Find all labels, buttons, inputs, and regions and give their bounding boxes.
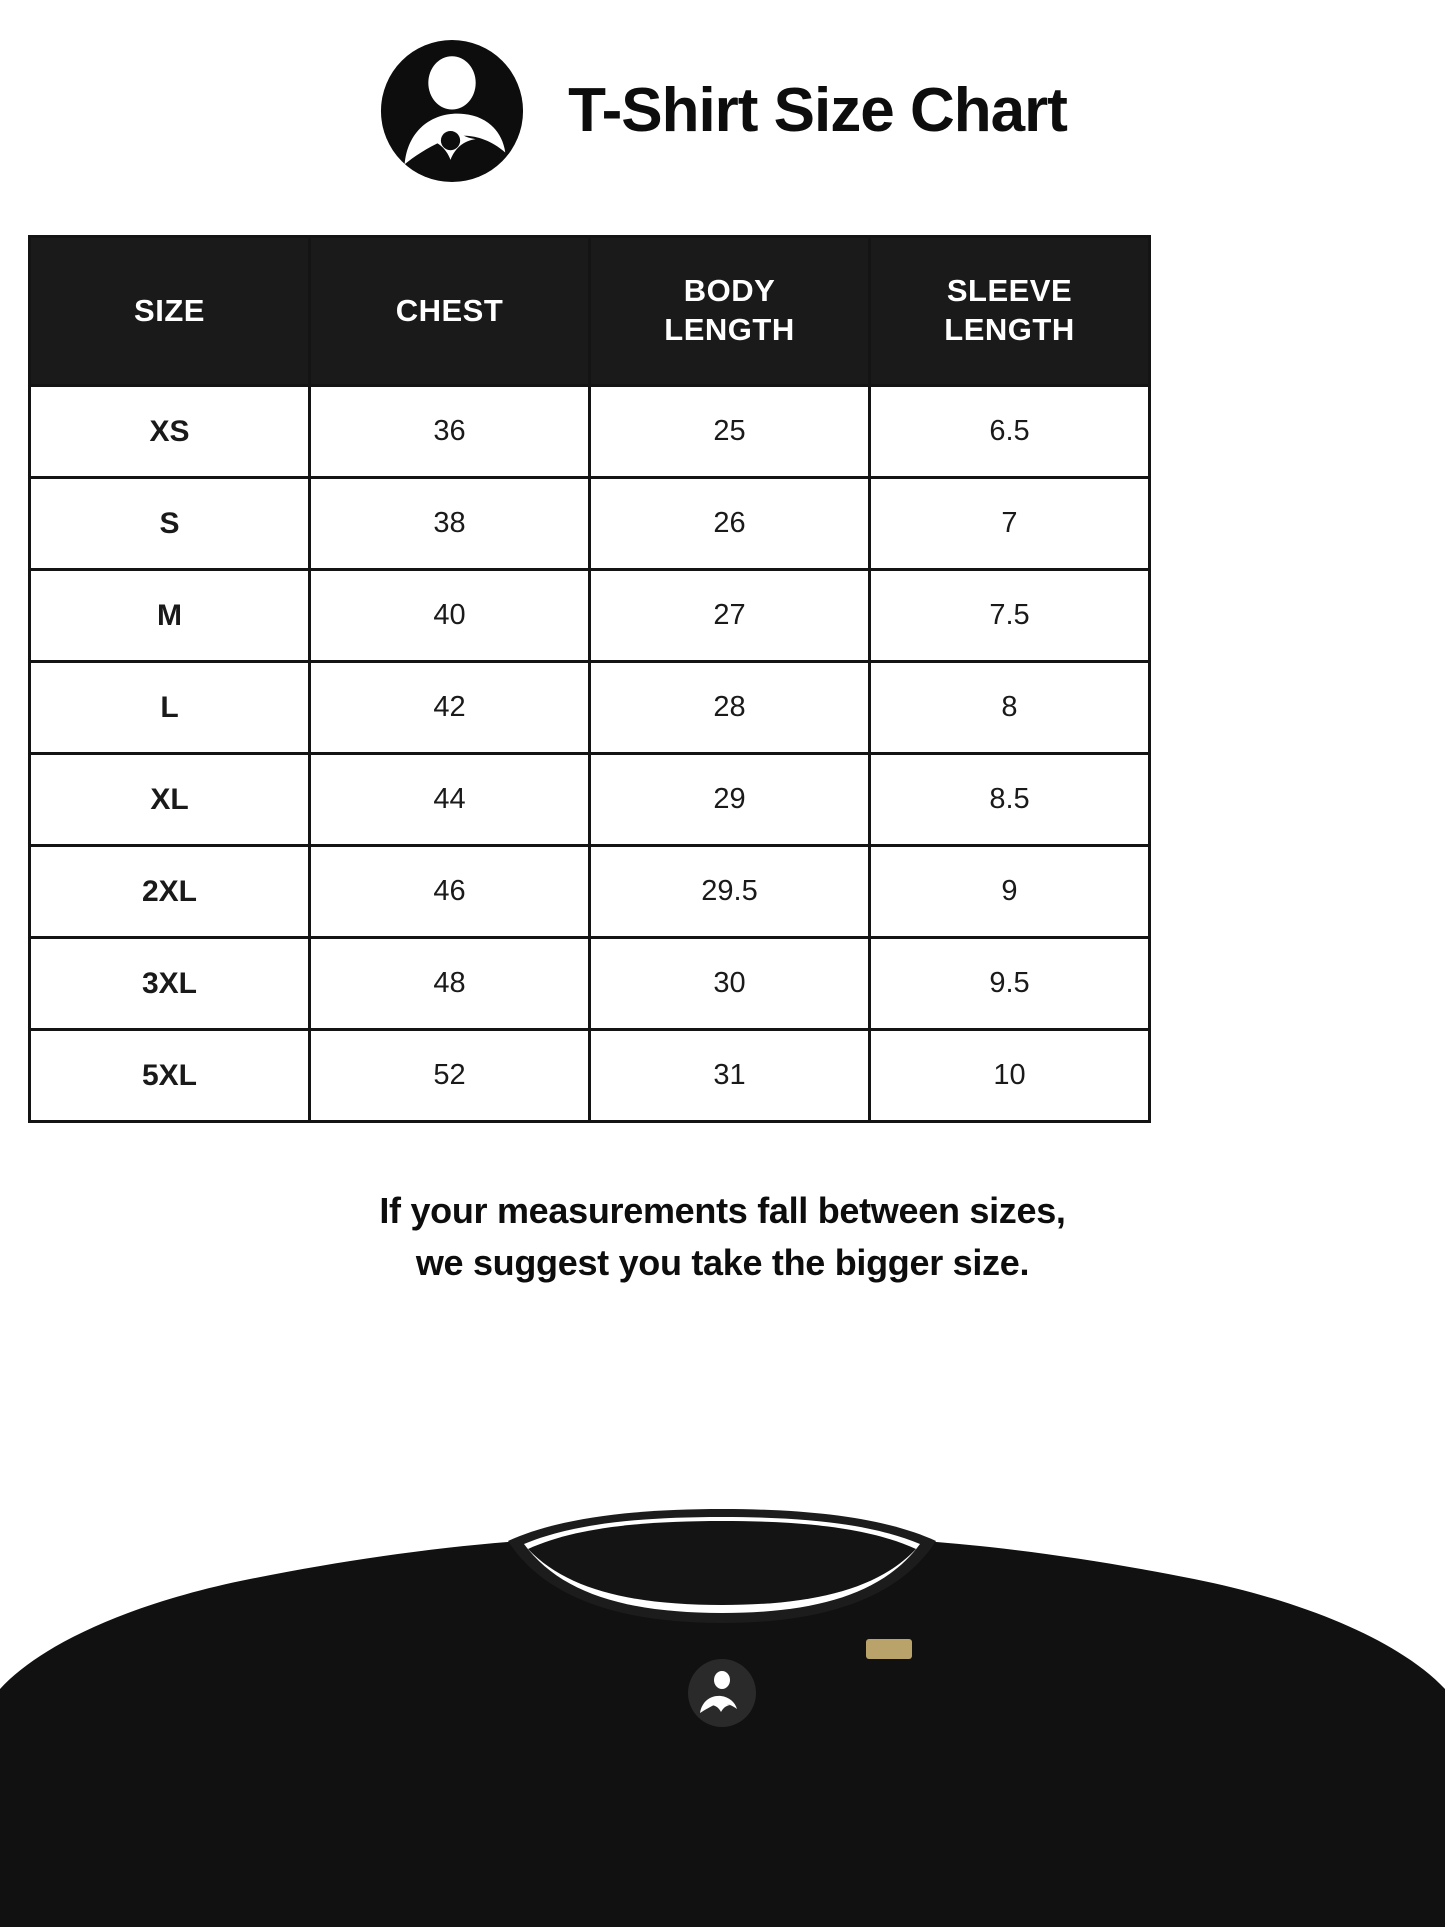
cell-chest: 52 xyxy=(308,1028,591,1123)
size-chart-table-container: SIZE CHEST BODY LENGTH SLEEVE LENGTH XS … xyxy=(28,235,1151,1123)
table-row: L 42 28 8 xyxy=(28,660,1151,755)
cell-sleeve-length: 7.5 xyxy=(868,568,1151,663)
column-header-sleeve-length-line2: LENGTH xyxy=(944,312,1075,347)
table-header-row: SIZE CHEST BODY LENGTH SLEEVE LENGTH xyxy=(28,235,1151,387)
brand-label-tag xyxy=(866,1639,912,1659)
cell-size: 2XL xyxy=(28,844,311,939)
table-row: M 40 27 7.5 xyxy=(28,568,1151,663)
cell-body-length: 29.5 xyxy=(588,844,871,939)
cell-sleeve-length: 8.5 xyxy=(868,752,1151,847)
cell-sleeve-length: 10 xyxy=(868,1028,1151,1123)
cell-chest: 42 xyxy=(308,660,591,755)
cell-body-length: 26 xyxy=(588,476,871,571)
cell-chest: 38 xyxy=(308,476,591,571)
cell-size: XS xyxy=(28,384,311,479)
cell-sleeve-length: 8 xyxy=(868,660,1151,755)
cell-body-length: 30 xyxy=(588,936,871,1031)
table-body: XS 36 25 6.5 S 38 26 7 M 40 27 7.5 L 42 … xyxy=(28,384,1151,1123)
cell-sleeve-length: 9 xyxy=(868,844,1151,939)
column-header-sleeve-length: SLEEVE LENGTH xyxy=(868,235,1151,387)
cell-chest: 40 xyxy=(308,568,591,663)
cell-chest: 48 xyxy=(308,936,591,1031)
table-row: 5XL 52 31 10 xyxy=(28,1028,1151,1123)
page-header: T-Shirt Size Chart xyxy=(0,0,1445,183)
column-header-size: SIZE xyxy=(28,235,311,387)
table-row: 2XL 46 29.5 9 xyxy=(28,844,1151,939)
column-header-body-length-line2: LENGTH xyxy=(664,312,795,347)
cell-body-length: 29 xyxy=(588,752,871,847)
column-header-chest: CHEST xyxy=(308,235,591,387)
sizing-note-line-1: If your measurements fall between sizes, xyxy=(379,1190,1066,1231)
cell-chest: 36 xyxy=(308,384,591,479)
shirt-badge-icon xyxy=(688,1659,756,1727)
cell-size: XL xyxy=(28,752,311,847)
column-header-chest-line1: CHEST xyxy=(395,292,504,328)
cell-body-length: 28 xyxy=(588,660,871,755)
table-row: 3XL 48 30 9.5 xyxy=(28,936,1151,1031)
cell-chest: 46 xyxy=(308,844,591,939)
cell-sleeve-length: 9.5 xyxy=(868,936,1151,1031)
page-title: T-Shirt Size Chart xyxy=(568,76,1068,145)
cell-body-length: 27 xyxy=(588,568,871,663)
column-header-sleeve-length-line1: SLEEVE xyxy=(946,273,1073,309)
cell-body-length: 25 xyxy=(588,384,871,479)
mother-and-child-logo-icon xyxy=(378,37,526,185)
sizing-note: If your measurements fall between sizes,… xyxy=(0,1185,1445,1289)
cell-size: M xyxy=(28,568,311,663)
cell-size: L xyxy=(28,660,311,755)
table-row: XL 44 29 8.5 xyxy=(28,752,1151,847)
sizing-note-line-2: we suggest you take the bigger size. xyxy=(415,1242,1030,1284)
cell-size: 5XL xyxy=(28,1028,311,1123)
table-row: S 38 26 7 xyxy=(28,476,1151,571)
cell-chest: 44 xyxy=(308,752,591,847)
cell-size: S xyxy=(28,476,311,571)
column-header-body-length-line1: BODY xyxy=(683,273,776,309)
tshirt-neckline-photo xyxy=(0,1297,1445,1927)
cell-sleeve-length: 7 xyxy=(868,476,1151,571)
table-row: XS 36 25 6.5 xyxy=(28,384,1151,479)
column-header-size-line1: SIZE xyxy=(134,292,205,328)
cell-sleeve-length: 6.5 xyxy=(868,384,1151,479)
cell-size: 3XL xyxy=(28,936,311,1031)
size-chart-table: SIZE CHEST BODY LENGTH SLEEVE LENGTH XS … xyxy=(28,235,1151,1123)
table-header: SIZE CHEST BODY LENGTH SLEEVE LENGTH xyxy=(28,235,1151,387)
cell-body-length: 31 xyxy=(588,1028,871,1123)
column-header-body-length: BODY LENGTH xyxy=(588,235,871,387)
